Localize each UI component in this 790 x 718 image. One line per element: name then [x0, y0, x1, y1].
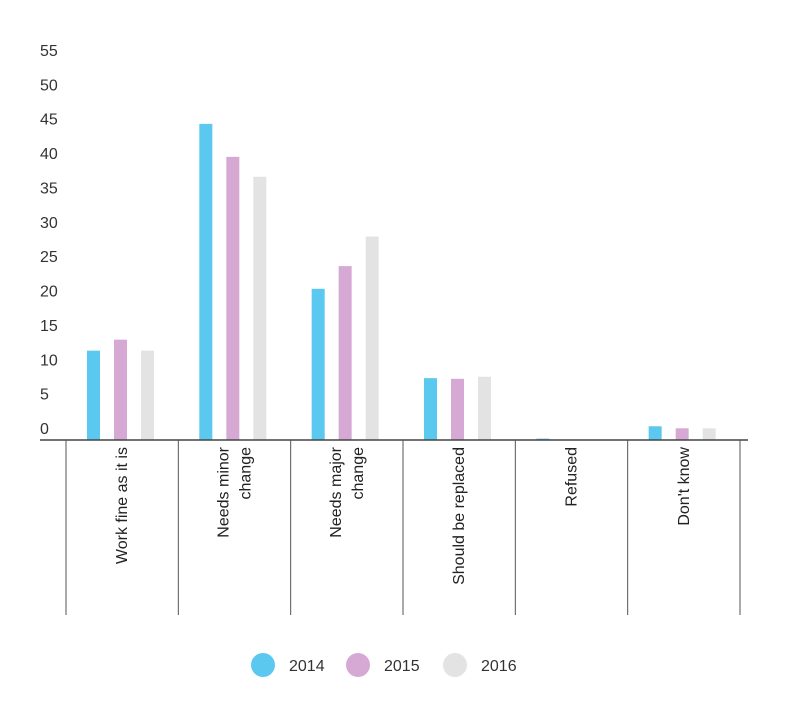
- y-axis-ticks: 0 5 10 15 20 25 30 35 40 45 50 55: [40, 43, 58, 438]
- bar-2014-1: [199, 123, 213, 440]
- y-tick-label: 55: [40, 43, 58, 60]
- y-tick-label: 5: [40, 387, 49, 404]
- legend-swatch-2014: [251, 653, 275, 677]
- category-label: Refused: [564, 447, 581, 507]
- bar-2015-1: [226, 156, 240, 441]
- category-label: Needs minor: [216, 446, 233, 537]
- legend-swatch-2015: [346, 653, 370, 677]
- category-labels: Work fine as it is Needs minor change Needs…: [114, 446, 693, 585]
- category-label: Should be replaced: [451, 447, 468, 585]
- legend: 2014 2015 2016: [251, 653, 517, 677]
- y-tick-label: 20: [40, 284, 58, 301]
- y-tick-label: 0: [40, 421, 49, 438]
- bar-2015-0: [114, 339, 127, 440]
- bar-2016-2: [365, 236, 379, 440]
- y-tick-label: 30: [40, 215, 58, 232]
- bar-2014-3: [424, 378, 437, 440]
- bar-2015-5: [675, 428, 689, 440]
- legend-label: 2015: [384, 658, 420, 675]
- bar-2015-3: [451, 378, 464, 440]
- legend-label: 2016: [481, 658, 517, 675]
- y-tick-label: 25: [40, 249, 58, 266]
- bar-2015-2: [338, 266, 352, 440]
- legend-label: 2014: [289, 658, 325, 675]
- y-tick-label: 40: [40, 146, 58, 163]
- legend-swatch-2016: [443, 653, 467, 677]
- bar-2016-0: [141, 350, 154, 440]
- category-label: change: [350, 447, 367, 500]
- category-label: change: [238, 447, 255, 500]
- category-label: Don't know: [676, 447, 693, 526]
- y-tick-label: 45: [40, 112, 58, 129]
- bar-2016-3: [478, 376, 491, 440]
- y-tick-label: 35: [40, 180, 58, 197]
- y-tick-label: 50: [40, 77, 58, 94]
- y-tick-label: 10: [40, 352, 58, 369]
- bar-2014-5: [648, 426, 662, 440]
- bars: [87, 123, 716, 441]
- category-label: Needs major: [328, 446, 345, 537]
- bar-2014-2: [311, 288, 325, 440]
- bar-2016-5: [702, 428, 716, 440]
- x-axis: [40, 439, 748, 615]
- bar-2014-0: [87, 350, 100, 440]
- category-label: Work fine as it is: [114, 447, 131, 564]
- bar-2016-1: [253, 176, 267, 441]
- y-tick-label: 15: [40, 318, 58, 335]
